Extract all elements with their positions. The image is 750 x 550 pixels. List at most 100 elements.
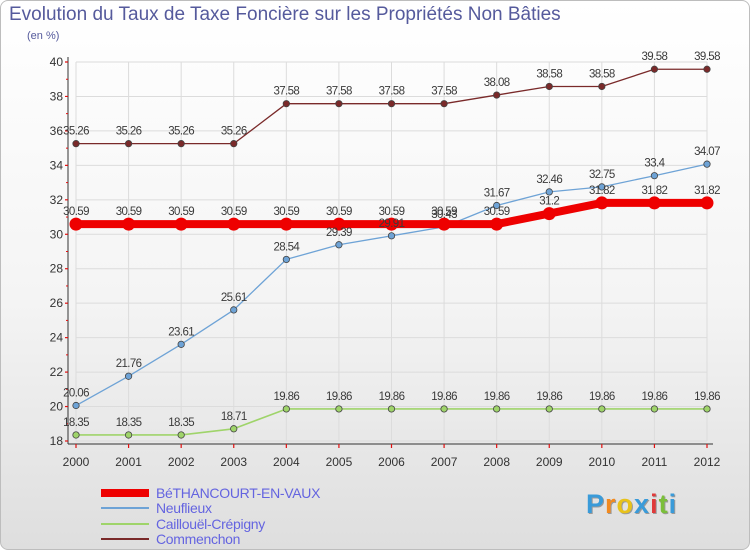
data-label: 19.86 xyxy=(273,391,299,403)
legend-item: Commenchon xyxy=(101,531,320,548)
x-tick-label: 2006 xyxy=(378,455,405,469)
data-point xyxy=(332,217,346,231)
data-label: 19.86 xyxy=(484,391,510,403)
y-tick-label: 26 xyxy=(50,296,64,310)
data-point xyxy=(122,217,136,231)
data-label: 29.39 xyxy=(326,227,352,239)
data-point xyxy=(545,82,553,91)
data-point xyxy=(335,241,343,249)
data-point xyxy=(650,172,659,180)
logo-letter: i xyxy=(668,489,678,519)
data-point xyxy=(124,431,133,439)
proxiti-logo: Proxiti xyxy=(586,489,677,520)
data-point xyxy=(177,340,185,348)
data-label: 35.26 xyxy=(221,126,247,138)
data-label: 31.82 xyxy=(589,185,615,197)
data-label: 31.2 xyxy=(539,196,559,208)
x-tick-label: 2005 xyxy=(326,455,353,469)
legend-swatch xyxy=(101,507,149,510)
data-label: 32.75 xyxy=(589,169,615,181)
data-label: 19.86 xyxy=(326,391,352,403)
data-label: 19.86 xyxy=(642,391,668,403)
x-tick-label: 2002 xyxy=(168,455,195,469)
y-tick-label: 28 xyxy=(50,262,64,276)
data-label: 21.76 xyxy=(116,358,142,370)
data-label: 28.54 xyxy=(273,241,300,253)
data-label: 30.59 xyxy=(273,206,299,218)
data-point xyxy=(282,100,290,108)
data-point xyxy=(230,140,238,148)
data-label: 33.4 xyxy=(644,158,665,170)
legend-label: Neuflieux xyxy=(156,500,212,517)
y-tick-label: 40 xyxy=(50,55,64,69)
data-label: 19.86 xyxy=(536,391,562,403)
logo-letter: i xyxy=(650,489,659,519)
data-label: 18.71 xyxy=(221,411,247,423)
data-label: 30.59 xyxy=(221,206,247,218)
y-tick-label: 18 xyxy=(50,434,64,448)
x-tick-label: 2004 xyxy=(273,455,300,469)
data-label: 19.86 xyxy=(379,391,405,403)
data-label: 30.43 xyxy=(431,209,457,221)
legend-label: Commenchon xyxy=(156,531,241,548)
data-point xyxy=(490,217,504,231)
data-point xyxy=(282,405,290,413)
data-label: 30.59 xyxy=(326,206,352,218)
data-label: 31.82 xyxy=(694,185,720,197)
data-label: 38.58 xyxy=(589,68,615,80)
legend-item: Caillouël-Crépigny xyxy=(101,516,320,532)
y-tick-label: 24 xyxy=(50,331,64,345)
logo-letter: o xyxy=(616,489,635,519)
data-point xyxy=(335,100,343,108)
y-tick-label: 30 xyxy=(50,227,64,241)
data-point xyxy=(230,425,238,433)
data-label: 30.59 xyxy=(168,206,194,218)
legend-item: Neuflieux xyxy=(101,500,320,517)
data-label: 30.59 xyxy=(431,206,457,218)
data-label: 30.59 xyxy=(63,206,89,218)
legend-swatch xyxy=(101,538,149,541)
legend: BéTHANCOURT-EN-VAUX Neuflieux Caillouël-Cr… xyxy=(101,485,320,547)
data-point xyxy=(230,306,238,314)
data-point xyxy=(72,401,80,410)
data-point xyxy=(703,160,711,168)
data-point xyxy=(72,431,80,439)
data-point xyxy=(385,217,398,231)
y-tick-label: 34 xyxy=(50,158,64,172)
data-point xyxy=(174,217,188,231)
data-label: 38.08 xyxy=(484,77,510,89)
data-label: 32.46 xyxy=(536,174,562,186)
x-tick-label: 2003 xyxy=(220,455,247,469)
data-label: 31.82 xyxy=(642,185,668,197)
data-label: 25.61 xyxy=(221,292,247,304)
logo-letter: t xyxy=(658,489,669,519)
x-tick-label: 2011 xyxy=(642,455,668,469)
data-point xyxy=(227,217,241,231)
data-point xyxy=(279,217,293,231)
legend-label: BéTHANCOURT-EN-VAUX xyxy=(156,484,321,501)
data-label: 35.26 xyxy=(116,126,142,138)
data-point xyxy=(177,431,185,439)
y-tick-label: 38 xyxy=(50,89,64,103)
data-label: 34.07 xyxy=(694,146,720,158)
data-point xyxy=(493,201,501,210)
data-label: 30.59 xyxy=(116,206,142,218)
data-label: 19.86 xyxy=(431,391,457,403)
data-point xyxy=(650,65,659,73)
data-point xyxy=(282,255,290,264)
y-tick-label: 32 xyxy=(50,193,64,207)
data-point xyxy=(440,100,448,108)
data-label: 39.58 xyxy=(694,51,720,63)
logo-letter: P xyxy=(586,489,606,519)
data-point xyxy=(69,217,83,231)
data-point xyxy=(598,82,606,91)
x-tick-label: 2010 xyxy=(588,455,615,469)
chart-subtitle: (en %) xyxy=(27,30,60,42)
data-point xyxy=(387,405,396,413)
x-tick-label: 2001 xyxy=(115,455,142,469)
data-point xyxy=(387,232,396,240)
data-label: 37.58 xyxy=(379,86,405,98)
data-label: 19.86 xyxy=(589,391,615,403)
data-point xyxy=(545,188,553,196)
